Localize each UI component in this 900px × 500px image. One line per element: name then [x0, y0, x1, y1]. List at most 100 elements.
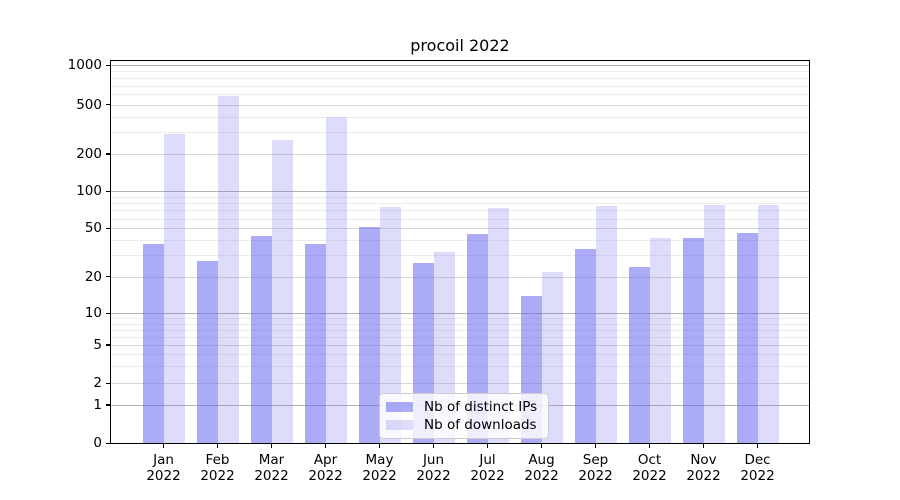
gridline-y-300 [110, 132, 810, 134]
y-tick-10 [106, 312, 110, 314]
y-tick-label-100: 100 [76, 183, 102, 200]
chart-title: procoil 2022 [410, 36, 510, 55]
plot-area [110, 60, 810, 444]
bar-distinct-ips-jul [466, 233, 488, 444]
gridline-y-5 [110, 345, 810, 346]
legend: Nb of distinct IPs Nb of downloads [379, 393, 549, 439]
gridline-y-10 [110, 313, 810, 315]
gridline-y-50 [110, 228, 810, 230]
x-tick-label-jan: Jan 2022 [146, 451, 181, 485]
bar-downloads-nov [703, 204, 725, 444]
gridline-y-90 [110, 196, 810, 198]
gridline-y-70 [110, 210, 810, 212]
x-tick-jun [432, 443, 435, 448]
x-tick-nov [702, 443, 705, 448]
gridline-y-8 [110, 323, 810, 325]
gridline-y-900 [110, 71, 810, 73]
gridline-y-4 [110, 354, 810, 356]
y-tick-1000 [106, 64, 110, 66]
y-tick-200 [106, 153, 110, 155]
gridline-y-30 [110, 255, 810, 257]
x-tick-jan [162, 443, 165, 448]
x-tick-sep [594, 443, 597, 448]
gridline-y-600 [110, 94, 810, 96]
bar-distinct-ips-dec [736, 232, 758, 444]
x-tick-label-may: May 2022 [362, 451, 397, 485]
bar-downloads-dec [757, 204, 779, 444]
bar-distinct-ips-feb [196, 260, 218, 444]
bar-downloads-mar [271, 139, 293, 444]
gridline-y-400 [110, 116, 810, 118]
gridline-y-500 [110, 104, 810, 106]
x-tick-label-aug: Aug 2022 [524, 451, 559, 485]
bar-downloads-jan [163, 134, 185, 444]
gridline-y-100 [110, 191, 810, 193]
gridline-y-7 [110, 329, 810, 331]
bar-distinct-ips-mar [250, 236, 272, 444]
y-tick-label-1: 1 [93, 397, 102, 413]
bar-distinct-ips-may [358, 227, 380, 444]
bar-distinct-ips-oct [628, 267, 650, 444]
gridline-y-200 [110, 154, 810, 155]
bar-distinct-ips-sep [574, 248, 596, 444]
y-tick-label-10: 10 [84, 305, 102, 322]
x-tick-label-dec: Dec 2022 [740, 451, 775, 485]
x-tick-label-oct: Oct 2022 [632, 451, 667, 485]
y-tick-label-50: 50 [84, 220, 102, 237]
bar-downloads-apr [325, 116, 347, 444]
y-tick-50 [106, 227, 110, 229]
x-tick-label-apr: Apr 2022 [308, 451, 343, 485]
y-tick-1 [106, 404, 110, 406]
y-tick-label-20: 20 [84, 268, 102, 285]
gridline-y-6 [110, 336, 810, 338]
x-tick-jul [486, 443, 489, 448]
bar-downloads-oct [649, 237, 671, 444]
y-tick-5 [106, 344, 110, 346]
x-tick-apr [324, 443, 327, 448]
gridline-y-2 [110, 383, 810, 385]
gridline-y-700 [110, 85, 810, 87]
bar-distinct-ips-jan [142, 244, 164, 444]
y-tick-label-200: 200 [76, 146, 102, 162]
y-tick-20 [106, 276, 110, 278]
x-tick-label-mar: Mar 2022 [254, 451, 289, 485]
y-tick-label-500: 500 [76, 96, 102, 113]
legend-swatch-downloads-icon [386, 420, 413, 431]
x-tick-aug [540, 443, 543, 448]
gridline-y-40 [110, 240, 810, 242]
gridline-y-3 [110, 366, 810, 368]
bar-distinct-ips-apr [304, 244, 326, 444]
x-tick-feb [216, 443, 219, 448]
y-tick-label-5: 5 [93, 337, 102, 353]
gridline-y-800 [110, 77, 810, 79]
legend-label-distinct-ips: Nb of distinct IPs [424, 398, 538, 415]
x-tick-label-jun: Jun 2022 [416, 451, 451, 485]
y-tick-0 [106, 442, 110, 444]
gridline-y-1000 [110, 65, 810, 67]
legend-label-downloads: Nb of downloads [424, 417, 537, 434]
x-tick-label-jul: Jul 2022 [470, 451, 505, 485]
x-tick-label-sep: Sep 2022 [578, 451, 613, 485]
y-tick-label-1000: 1000 [67, 57, 102, 74]
x-tick-mar [270, 443, 273, 448]
legend-item-distinct-ips: Nb of distinct IPs [386, 399, 540, 415]
legend-swatch-distinct-ips-icon [386, 401, 413, 412]
bar-downloads-may [379, 206, 401, 444]
y-tick-label-0: 0 [93, 435, 102, 452]
x-tick-dec [756, 443, 759, 448]
x-tick-may [378, 443, 381, 448]
y-tick-100 [106, 190, 110, 192]
y-tick-500 [106, 104, 110, 106]
gridline-y-20 [110, 276, 810, 278]
legend-item-downloads: Nb of downloads [386, 417, 540, 433]
x-tick-label-nov: Nov 2022 [686, 451, 721, 485]
bar-downloads-feb [217, 96, 239, 444]
gridline-y-9 [110, 318, 810, 320]
bar-downloads-sep [595, 205, 617, 444]
x-tick-oct [648, 443, 651, 448]
y-tick-label-2: 2 [93, 375, 102, 392]
y-tick-2 [106, 382, 110, 384]
gridline-y-60 [110, 218, 810, 220]
x-tick-label-feb: Feb 2022 [200, 451, 235, 485]
